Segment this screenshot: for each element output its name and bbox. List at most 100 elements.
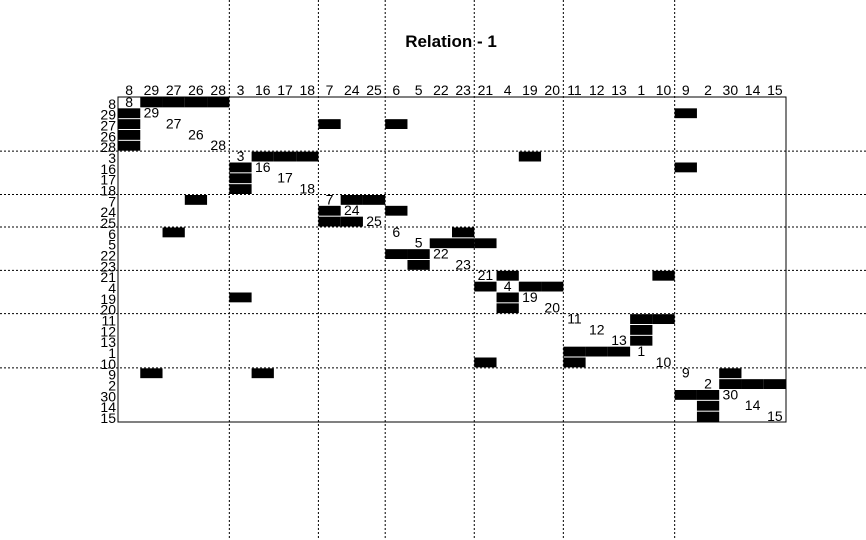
row-tick-1: 1 [108, 345, 116, 361]
diagonal-label-30: 30 [723, 386, 739, 402]
row-tick-9: 9 [108, 367, 116, 383]
column-tick-17: 17 [277, 82, 293, 98]
diagonal-label-24: 24 [344, 202, 360, 218]
column-tick-2: 2 [704, 82, 712, 98]
column-tick-6: 6 [392, 82, 400, 98]
column-tick-26: 26 [188, 82, 204, 98]
column-tick-4: 4 [504, 82, 512, 98]
column-tick-9: 9 [682, 82, 690, 98]
row-tick-6: 6 [108, 226, 116, 242]
diagonal-label-2: 2 [704, 376, 712, 392]
cell-8-27 [162, 97, 185, 108]
cell-3-19 [518, 151, 542, 162]
row-tick-25: 25 [100, 215, 116, 231]
cell-1-11 [563, 346, 586, 357]
column-tick-12: 12 [589, 82, 605, 98]
cell-5-23 [452, 238, 475, 249]
diagonal-label-19: 19 [522, 289, 538, 305]
diagonal-label-6: 6 [392, 224, 400, 240]
cell-5-22 [429, 238, 452, 249]
cell-22-5 [407, 249, 430, 259]
cell-4-21 [474, 281, 497, 292]
column-tick-1: 1 [637, 82, 645, 98]
chart-title: Relation - 1 [405, 32, 497, 51]
matrix-frame [117, 96, 787, 423]
cell-3-17 [273, 151, 297, 162]
cell-11-1 [630, 314, 653, 324]
row-tick-21: 21 [100, 269, 116, 285]
diagonal-label-25: 25 [366, 213, 382, 229]
cell-13-1 [630, 335, 653, 346]
cell-18-3 [229, 184, 252, 194]
cell-5-21 [474, 238, 497, 249]
diagonal-label-21: 21 [478, 267, 494, 283]
cell-1-12 [585, 346, 608, 357]
cell-9-16 [251, 368, 274, 379]
diagonal-label-29: 29 [144, 105, 160, 121]
column-tick-15: 15 [767, 82, 783, 98]
cell-20-4 [496, 303, 519, 314]
column-tick-16: 16 [255, 82, 271, 98]
cell-10-21 [474, 357, 497, 368]
row-tick-15: 15 [100, 410, 116, 426]
row-tick-18: 18 [100, 183, 116, 199]
diagonal-label-17: 17 [277, 170, 293, 186]
row-tick-17: 17 [100, 172, 116, 188]
cell-7-24 [340, 195, 363, 205]
column-tick-11: 11 [567, 82, 582, 98]
column-tick-20: 20 [544, 82, 560, 98]
row-tick-5: 5 [108, 237, 116, 253]
diagonal-label-11: 11 [567, 311, 582, 327]
cell-25-24 [340, 216, 363, 227]
cell-24-7 [318, 205, 341, 216]
column-tick-18: 18 [299, 82, 315, 98]
group-separator-horizontal-lines [0, 150, 866, 369]
cell-16-3 [229, 162, 252, 173]
column-tick-21: 21 [478, 82, 494, 98]
cell-10-11 [563, 357, 586, 368]
diagonal-label-4: 4 [504, 278, 512, 294]
row-tick-4: 4 [108, 280, 116, 296]
matrix-cells [118, 97, 786, 422]
row-tick-14: 14 [100, 399, 116, 415]
cell-17-3 [229, 173, 252, 184]
cell-30-9 [674, 390, 697, 400]
row-tick-12: 12 [100, 323, 116, 339]
cell-24-6 [385, 205, 408, 216]
cell-15-2 [696, 411, 720, 422]
cell-27-7 [318, 119, 341, 129]
row-tick-26: 26 [100, 128, 116, 144]
cell-3-18 [296, 151, 319, 162]
row-tick-23: 23 [100, 258, 116, 274]
diagonal-label-5: 5 [415, 235, 423, 251]
cell-16-9 [674, 162, 697, 173]
row-tick-8: 8 [108, 96, 116, 112]
diagonal-label-26: 26 [188, 126, 204, 142]
cell-1-13 [607, 346, 631, 357]
cell-21-10 [652, 270, 675, 281]
diagonal-label-8: 8 [125, 94, 133, 110]
cell-26-8 [118, 130, 141, 140]
column-tick-14: 14 [745, 82, 761, 98]
row-tick-3: 3 [108, 150, 116, 166]
diagonal-label-14: 14 [745, 397, 761, 413]
cell-27-6 [385, 119, 408, 129]
column-tick-22: 22 [433, 82, 449, 98]
diagonal-label-20: 20 [544, 300, 560, 316]
row-tick-28: 28 [100, 139, 116, 155]
cell-21-4 [496, 270, 519, 281]
row-tick-22: 22 [100, 248, 116, 264]
diagonal-label-27: 27 [166, 116, 182, 132]
cell-12-1 [630, 325, 653, 335]
row-tick-24: 24 [100, 204, 116, 220]
diagonal-label-7: 7 [326, 191, 334, 207]
diagonal-label-1: 1 [637, 343, 645, 359]
row-tick-19: 19 [100, 291, 116, 307]
column-tick-labels: 8 29 27 26 28 3 16 17 18 7 24 25 6 5 22 23 21 4 19 20 11 12 13… [125, 82, 783, 98]
cell-7-25 [362, 195, 386, 205]
cell-8-28 [207, 97, 230, 108]
diagonal-label-23: 23 [455, 256, 471, 272]
row-tick-13: 13 [100, 334, 116, 350]
column-tick-3: 3 [237, 82, 245, 98]
